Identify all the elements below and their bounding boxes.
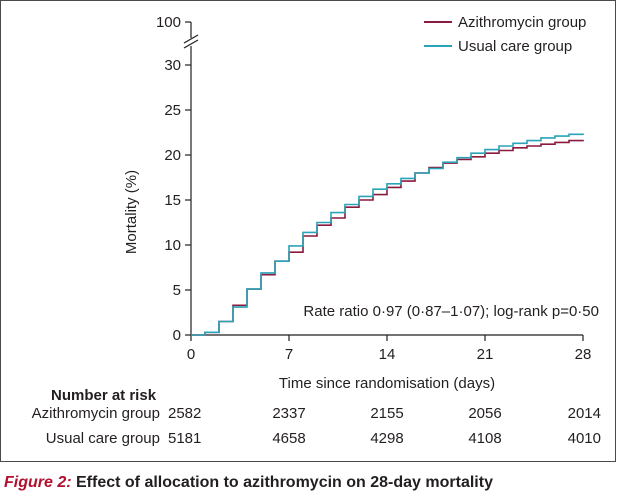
y-tick-label: 25 [164,102,181,119]
risk-cell: 2582 [168,405,201,422]
y-tick-label: 100 [156,14,181,31]
risk-cell: 2056 [468,405,501,422]
y-tick-label: 0 [173,327,181,344]
risk-cell: 4010 [568,430,601,447]
x-tick-label: 28 [575,346,592,363]
legend-label: Azithromycin group [458,14,586,31]
caption-text: Effect of allocation to azithromycin on … [71,474,493,491]
risk-cell: 5181 [168,430,201,447]
risk-cell: 2337 [272,405,305,422]
risk-cell: 2155 [370,405,403,422]
kaplan-meier-chart: 0 5 10 15 20 25 30 100 0 7 14 21 28 Time since random… [32,14,601,447]
y-tick-label: 15 [164,192,181,209]
y-axis-break-mark [183,39,199,49]
x-axis-label: Time since randomisation (days) [279,375,495,392]
risk-cell: 4298 [370,430,403,447]
y-tick-label: 20 [164,147,181,164]
x-tick-label: 7 [285,346,293,363]
x-tick-label: 14 [379,346,396,363]
caption-figure-label: Figure 2: [4,474,72,491]
y-axis-label: Mortality (%) [123,170,140,254]
risk-row-label: Usual care group [46,430,160,447]
series-line-usual-care [191,133,584,336]
risk-cell: 2014 [568,405,601,422]
figure-frame [0,0,616,462]
y-axis-break-mark [183,34,199,44]
figure-caption: Figure 2: Effect of allocation to azithr… [4,474,493,492]
x-tick-label: 0 [187,346,195,363]
risk-cell: 4108 [468,430,501,447]
y-tick-label: 5 [173,282,181,299]
risk-row-label: Azithromycin group [32,405,160,422]
y-tick-label: 10 [164,237,181,254]
risk-table-title: Number at risk [51,387,157,404]
y-tick-label: 30 [164,57,181,74]
risk-cell: 4658 [272,430,305,447]
stats-annotation: Rate ratio 0·97 (0·87–1·07); log-rank p=… [303,303,599,320]
legend-label: Usual care group [458,38,572,55]
x-tick-label: 21 [477,346,494,363]
